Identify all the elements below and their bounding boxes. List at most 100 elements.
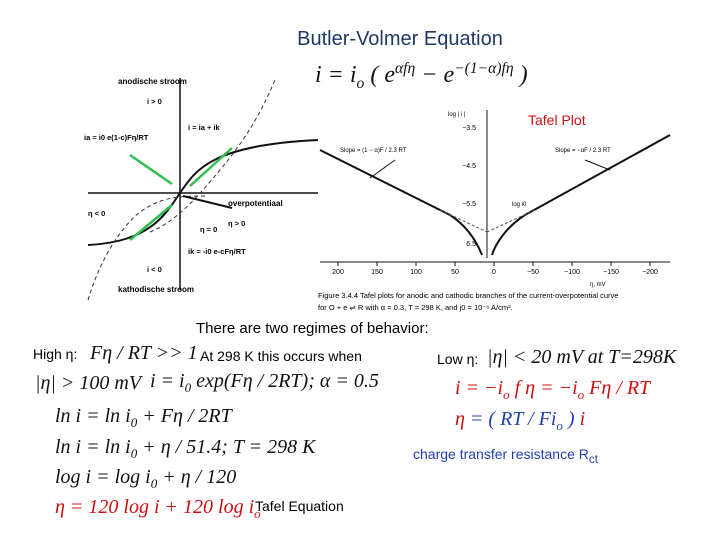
anodic-branch	[319, 149, 483, 256]
equation-part: f η = −i	[509, 377, 578, 399]
arrow	[129, 153, 173, 186]
equation-part: η = 120 log i + 120 log i	[55, 496, 255, 518]
equation-part: )	[513, 62, 528, 88]
intro: There are two regimes of behavior:	[196, 320, 429, 337]
figure-label: i < 0	[147, 265, 162, 274]
arrow	[182, 195, 233, 209]
equation-part: charge transfer resistance R	[413, 446, 589, 462]
label: Low η:	[437, 351, 479, 367]
note: At 298 K this occurs when	[200, 348, 362, 364]
equation-part: ( e	[364, 62, 395, 88]
equation-part: αfη	[394, 60, 416, 77]
equation-part: )	[562, 408, 580, 430]
y-tick-label: −3.5	[462, 125, 476, 132]
leader	[584, 159, 611, 171]
equation-part: o	[556, 418, 563, 433]
caption: Figure 3.4.4 Tafel plots for anodic and …	[318, 291, 618, 300]
title: Butler-Volmer Equation	[297, 28, 503, 50]
equation: Fη / RT >> 1	[90, 342, 198, 365]
figure-label: ik = -i0 e-cFη/RT	[188, 247, 246, 256]
tafel-figure	[319, 110, 671, 263]
y-tick-label: 6.5	[466, 241, 476, 248]
resistance: charge transfer resistance Rct	[413, 446, 598, 466]
equation-part: Fη / RT	[584, 377, 651, 399]
equation-part: 0	[150, 476, 158, 491]
extrapolation	[486, 209, 536, 233]
equation-part: i = i	[150, 370, 185, 392]
x-tick-label: 150	[371, 269, 383, 276]
figure-label: η > 0	[228, 219, 245, 228]
equation: η = 120 log i + 120 log io	[55, 496, 261, 522]
figure-label: η < 0	[88, 209, 105, 218]
equation-part: + Fη / 2RT	[137, 405, 232, 427]
equation-part: i = i	[315, 62, 357, 88]
equation: ln i = ln i0 + η / 51.4; T = 298 K	[55, 436, 315, 462]
figure-label: i > 0	[147, 97, 162, 106]
equation-part: |η| > 100 mV	[35, 372, 142, 394]
equation: |η| > 100 mV	[35, 372, 141, 395]
x-tick-label: 100	[410, 269, 422, 276]
figure-label: i = ia + ik	[188, 123, 221, 132]
equation-part: o	[577, 387, 585, 402]
anodic-curve	[149, 79, 276, 233]
y-tick-label: −5.5	[462, 201, 476, 208]
equation-part: −(1−α)fη	[454, 60, 514, 77]
figure-label: anodische stroom	[118, 77, 187, 86]
y-tick-label: −4.5	[462, 163, 476, 170]
equation: ln i = ln i0 + Fη / 2RT	[55, 405, 232, 431]
equation-part: = ( RT / Fi	[464, 408, 557, 430]
butler-volmer-figure	[87, 78, 319, 301]
figure-label: kathodische stroom	[118, 285, 194, 294]
equation-part: i = −i	[455, 377, 504, 399]
label: Tafel Equation	[255, 498, 344, 514]
tafel-heading: Tafel Plot	[528, 112, 586, 128]
figure-label: ia = i0 e(1-c)Fη/RT	[84, 133, 149, 142]
axis-label: η, mV	[590, 282, 606, 288]
log-i0-label: log i0	[512, 202, 527, 208]
equation-part: exp(Fη / 2RT); α = 0.5	[191, 370, 379, 392]
equation-part: o	[503, 387, 510, 402]
equation-part: η	[455, 408, 465, 430]
equation-part: |η| < 20 mV at T=298K	[487, 346, 677, 368]
label: High η:	[33, 346, 78, 362]
x-tick-label: 0	[492, 269, 496, 276]
x-tick-label: 200	[332, 269, 344, 276]
figure-label: η = 0	[200, 225, 217, 234]
equation-part: log i = log i	[55, 466, 151, 488]
x-tick-label: −150	[603, 269, 619, 276]
x-tick-label: 50	[451, 269, 459, 276]
equation-part: o	[254, 506, 261, 521]
equation-part: ln i = ln i	[55, 405, 131, 427]
equation-part: 0	[130, 415, 138, 430]
arrow	[189, 147, 233, 187]
leader	[369, 159, 396, 179]
x-tick-label: −100	[564, 269, 580, 276]
equation: i = −io f η = −io Fη / RT	[455, 377, 650, 403]
axis-label: log | i |	[448, 112, 466, 118]
equation: |η| < 20 mV at T=298K	[487, 346, 676, 369]
equation-part: o	[356, 74, 365, 92]
caption: for O + e ⇌ R with α = 0.3, T = 298 K, a…	[318, 303, 513, 312]
equation-part: + η / 51.4; T = 298 K	[137, 436, 316, 458]
equation-part: 0	[184, 380, 192, 395]
equation-part: ln i = ln i	[55, 436, 131, 458]
x-tick-label: −50	[527, 269, 539, 276]
equation-part: 0	[130, 446, 138, 461]
equation: η = ( RT / Fio ) i	[455, 408, 585, 434]
equation: i = i0 exp(Fη / 2RT); α = 0.5	[150, 370, 379, 396]
main-equation: i = io ( eαfη − e−(1−α)fη )	[315, 60, 528, 93]
equation-part: ct	[588, 452, 598, 466]
equation-part: + η / 120	[157, 466, 237, 488]
x-tick-label: −200	[642, 269, 658, 276]
equation-part: Fη / RT >> 1	[90, 342, 198, 364]
equation-part: i	[579, 408, 586, 430]
equation-part: − e	[415, 62, 455, 88]
equation: log i = log i0 + η / 120	[55, 466, 236, 492]
slope-label: Slope = (1 − α)F / 2.3 RT	[340, 148, 407, 154]
slope-label: Slope = −αF / 2.3 RT	[555, 148, 611, 154]
extrapolation	[439, 209, 488, 233]
arrow	[129, 204, 173, 241]
figure-label: overpotentiaal	[228, 199, 283, 208]
